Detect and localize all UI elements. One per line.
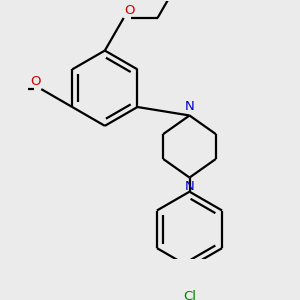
- Text: O: O: [30, 75, 40, 88]
- Text: N: N: [184, 100, 194, 113]
- Text: N: N: [184, 180, 194, 194]
- Text: O: O: [124, 4, 135, 17]
- Text: Cl: Cl: [183, 290, 196, 300]
